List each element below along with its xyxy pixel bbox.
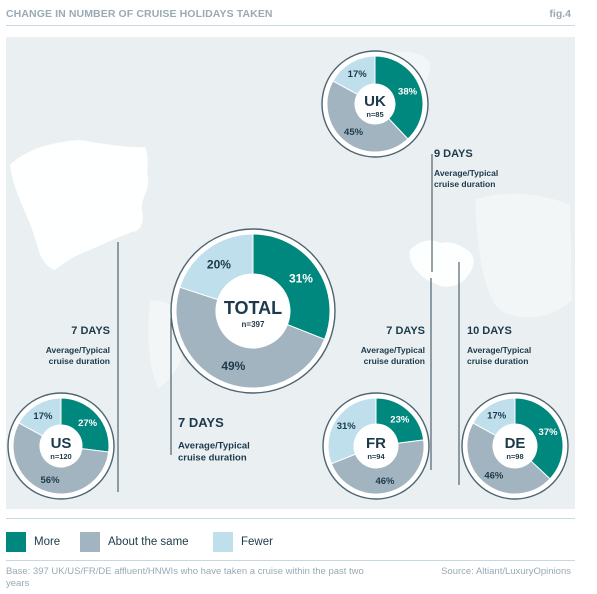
sample-size-total: n=397 (242, 320, 265, 329)
legend-item-same: About the same (80, 532, 189, 552)
slice-label-us-more: 27% (78, 418, 98, 429)
slice-label-de-more: 37% (539, 427, 559, 438)
donut-center-uk (355, 84, 395, 124)
slice-label-us-fewer: 17% (33, 411, 53, 422)
donut-center-total (216, 274, 290, 348)
footer-base-note: Base: 397 UK/US/FR/DE affluent/HNWIs who… (6, 566, 364, 589)
donut-fr: 23% 46% 31% FRn=94 (322, 392, 430, 500)
duration-days-fr: 7 DAYS (386, 325, 425, 337)
donut-uk: 38% 45% 17% UKn=85 (321, 50, 429, 158)
connector-lines (117, 154, 460, 492)
donut-center-fr (354, 424, 398, 468)
slice-total-more (252, 233, 331, 340)
duration-sub-fr-1: cruise duration (364, 356, 425, 366)
duration-days-us: 7 DAYS (71, 325, 110, 337)
duration-sub-uk-0: Average/Typical (434, 168, 498, 178)
slice-label-fr-same: 46% (375, 476, 395, 487)
duration-days-total: 7 DAYS (178, 415, 224, 430)
footer-rule (6, 560, 575, 561)
region-label-fr: FR (366, 435, 386, 452)
duration-sub-de-0: Average/Typical (467, 345, 531, 355)
duration-sub-us-0: Average/Typical (46, 345, 110, 355)
duration-sub-us-1: cruise duration (49, 356, 110, 366)
duration-sub-uk-1: cruise duration (434, 179, 495, 189)
slice-label-de-fewer: 17% (487, 410, 507, 421)
legend-rule (6, 518, 575, 519)
duration-days-uk: 9 DAYS (434, 148, 473, 160)
legend-item-more: More (6, 532, 60, 552)
map-north-america (10, 140, 149, 270)
legend-item-fewer: Fewer (213, 532, 273, 552)
sample-size-de: n=98 (506, 452, 523, 461)
slice-label-us-same: 56% (41, 475, 61, 486)
legend-label-fewer: Fewer (241, 536, 273, 548)
donut-total: 31% 49% 20% TOTAL n=397 (170, 228, 336, 394)
slice-total-fewer (179, 233, 254, 301)
duration-sub-total-0: Average/Typical (178, 441, 250, 452)
header-rule (6, 25, 575, 26)
duration-days-de: 10 DAYS (467, 325, 512, 337)
map-asia (475, 193, 572, 318)
donut-center-de (493, 424, 537, 468)
region-label-us: US (51, 435, 72, 452)
slice-label-de-same: 46% (484, 470, 504, 481)
figure-number: fig.4 (549, 8, 571, 20)
donut-de: 37% 46% 17% DEn=98 (461, 392, 569, 500)
slice-label-fr-fewer: 31% (337, 421, 357, 432)
sample-size-us: n=120 (50, 452, 71, 461)
chart-title: CHANGE IN NUMBER OF CRUISE HOLIDAYS TAKE… (6, 8, 273, 20)
map-europe (409, 240, 474, 287)
slice-label-fr-more: 23% (390, 414, 410, 425)
duration-sub-fr-0: Average/Typical (361, 345, 425, 355)
legend-swatch-fewer (213, 532, 233, 552)
legend-label-same: About the same (108, 536, 189, 548)
sample-size-fr: n=94 (367, 452, 385, 461)
legend-swatch-same (80, 532, 100, 552)
sample-size-uk: n=85 (366, 110, 383, 119)
slice-label-total-more: 31% (289, 272, 313, 286)
region-label-de: DE (505, 435, 526, 452)
duration-sub-total-1: cruise duration (178, 453, 247, 464)
slice-label-uk-fewer: 17% (348, 69, 368, 80)
slice-label-total-fewer: 20% (207, 257, 231, 271)
region-label-uk: UK (364, 93, 386, 110)
footer-source: Source: Altiant/LuxuryOpinions (441, 566, 571, 577)
donut-us: 27% 56% 17% USn=120 (7, 392, 115, 500)
legend-swatch-more (6, 532, 26, 552)
donut-center-us (40, 425, 82, 467)
slice-label-uk-more: 38% (398, 86, 418, 97)
region-label-total: TOTAL (224, 298, 282, 318)
legend-label-more: More (34, 536, 61, 548)
slice-label-total-same: 49% (221, 359, 245, 373)
slice-label-uk-same: 45% (344, 127, 364, 138)
duration-sub-de-1: cruise duration (467, 356, 528, 366)
slice-de-same (466, 422, 551, 495)
slice-fr-same (330, 439, 425, 495)
